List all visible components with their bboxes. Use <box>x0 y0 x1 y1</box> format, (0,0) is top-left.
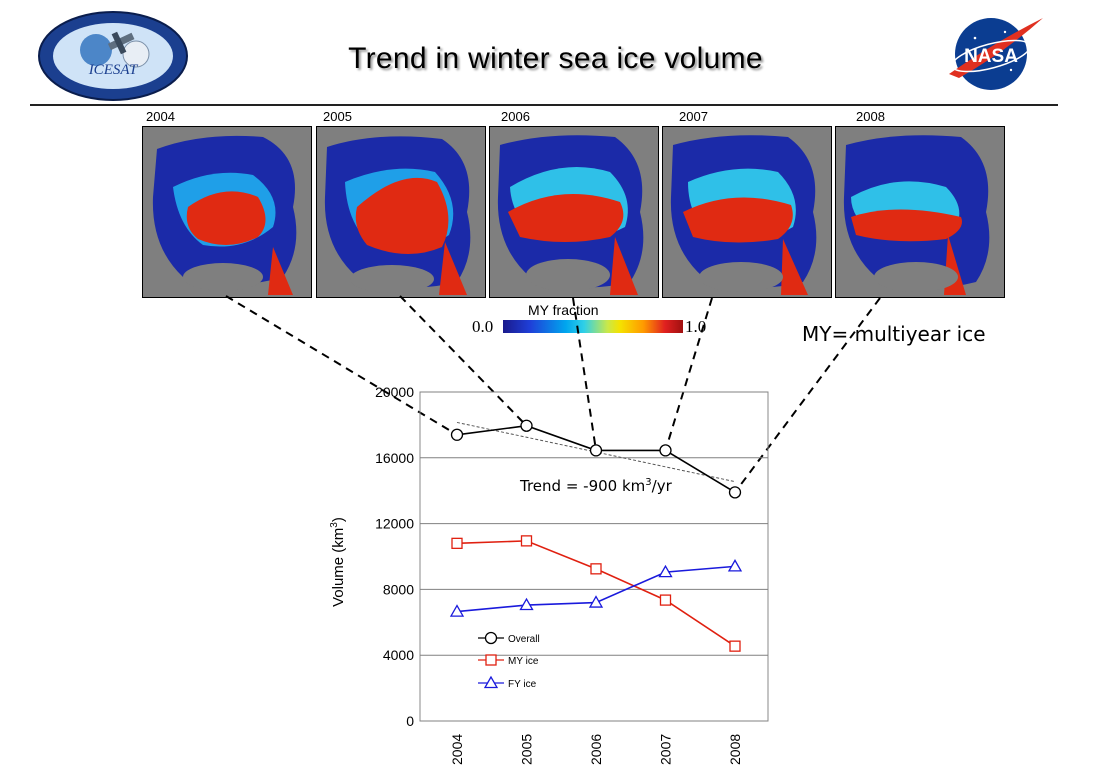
sea-ice-map-2006 <box>489 126 659 298</box>
data-point <box>590 563 602 575</box>
sea-ice-map-2008 <box>835 126 1005 298</box>
sea-ice-map-2005 <box>316 126 486 298</box>
nasa-logo: NASA <box>945 12 1045 94</box>
x-tick-label: 2004 <box>449 734 465 765</box>
legend-label: MY ice <box>508 656 539 667</box>
trend-annotation: Trend = -900 km3/yr <box>520 477 672 495</box>
data-point <box>729 640 741 652</box>
icesat-logo-text: ICESAT <box>88 62 139 78</box>
y-tick-label: 16000 <box>375 450 414 466</box>
map-year-label: 2005 <box>323 109 352 124</box>
data-point <box>658 564 673 578</box>
map-year-label: 2008 <box>856 109 885 124</box>
series-line-my-ice <box>456 540 736 647</box>
y-tick-label: 12000 <box>375 516 414 532</box>
data-point <box>483 675 499 689</box>
legend-label: Overall <box>508 634 540 645</box>
data-point <box>728 486 742 499</box>
data-point <box>520 535 533 547</box>
data-point <box>659 444 672 457</box>
page-title: Trend in winter sea ice volume <box>348 42 763 75</box>
data-point <box>519 597 534 611</box>
x-tick-label: 2008 <box>727 734 743 765</box>
data-point <box>485 654 497 666</box>
data-point <box>588 595 604 608</box>
sea-ice-map-2007 <box>662 126 832 298</box>
y-tick-label: 0 <box>406 713 414 729</box>
data-point <box>659 594 672 606</box>
data-point <box>727 559 743 572</box>
map-year-label: 2007 <box>679 109 708 124</box>
x-tick-label: 2005 <box>519 734 535 765</box>
data-point <box>449 604 465 617</box>
map-year-label: 2004 <box>146 109 175 124</box>
map-year-label: 2006 <box>501 109 530 124</box>
data-point <box>451 537 463 549</box>
y-tick-label: 20000 <box>375 384 414 400</box>
title-divider <box>30 104 1058 106</box>
plot-frame <box>419 391 769 722</box>
y-tick-label: 8000 <box>383 581 414 597</box>
data-point <box>520 419 533 432</box>
data-point <box>450 428 464 441</box>
x-tick-label: 2006 <box>588 734 604 765</box>
x-tick-label: 2007 <box>658 734 674 765</box>
data-point <box>484 631 498 645</box>
nasa-logo-text: NASA <box>964 46 1018 67</box>
legend-label: FY ice <box>508 679 537 690</box>
y-tick-label: 4000 <box>383 647 414 663</box>
icesat-logo: ICESAT <box>36 10 191 102</box>
y-axis-label: Volume (km3) <box>329 517 347 607</box>
data-point <box>589 444 603 457</box>
